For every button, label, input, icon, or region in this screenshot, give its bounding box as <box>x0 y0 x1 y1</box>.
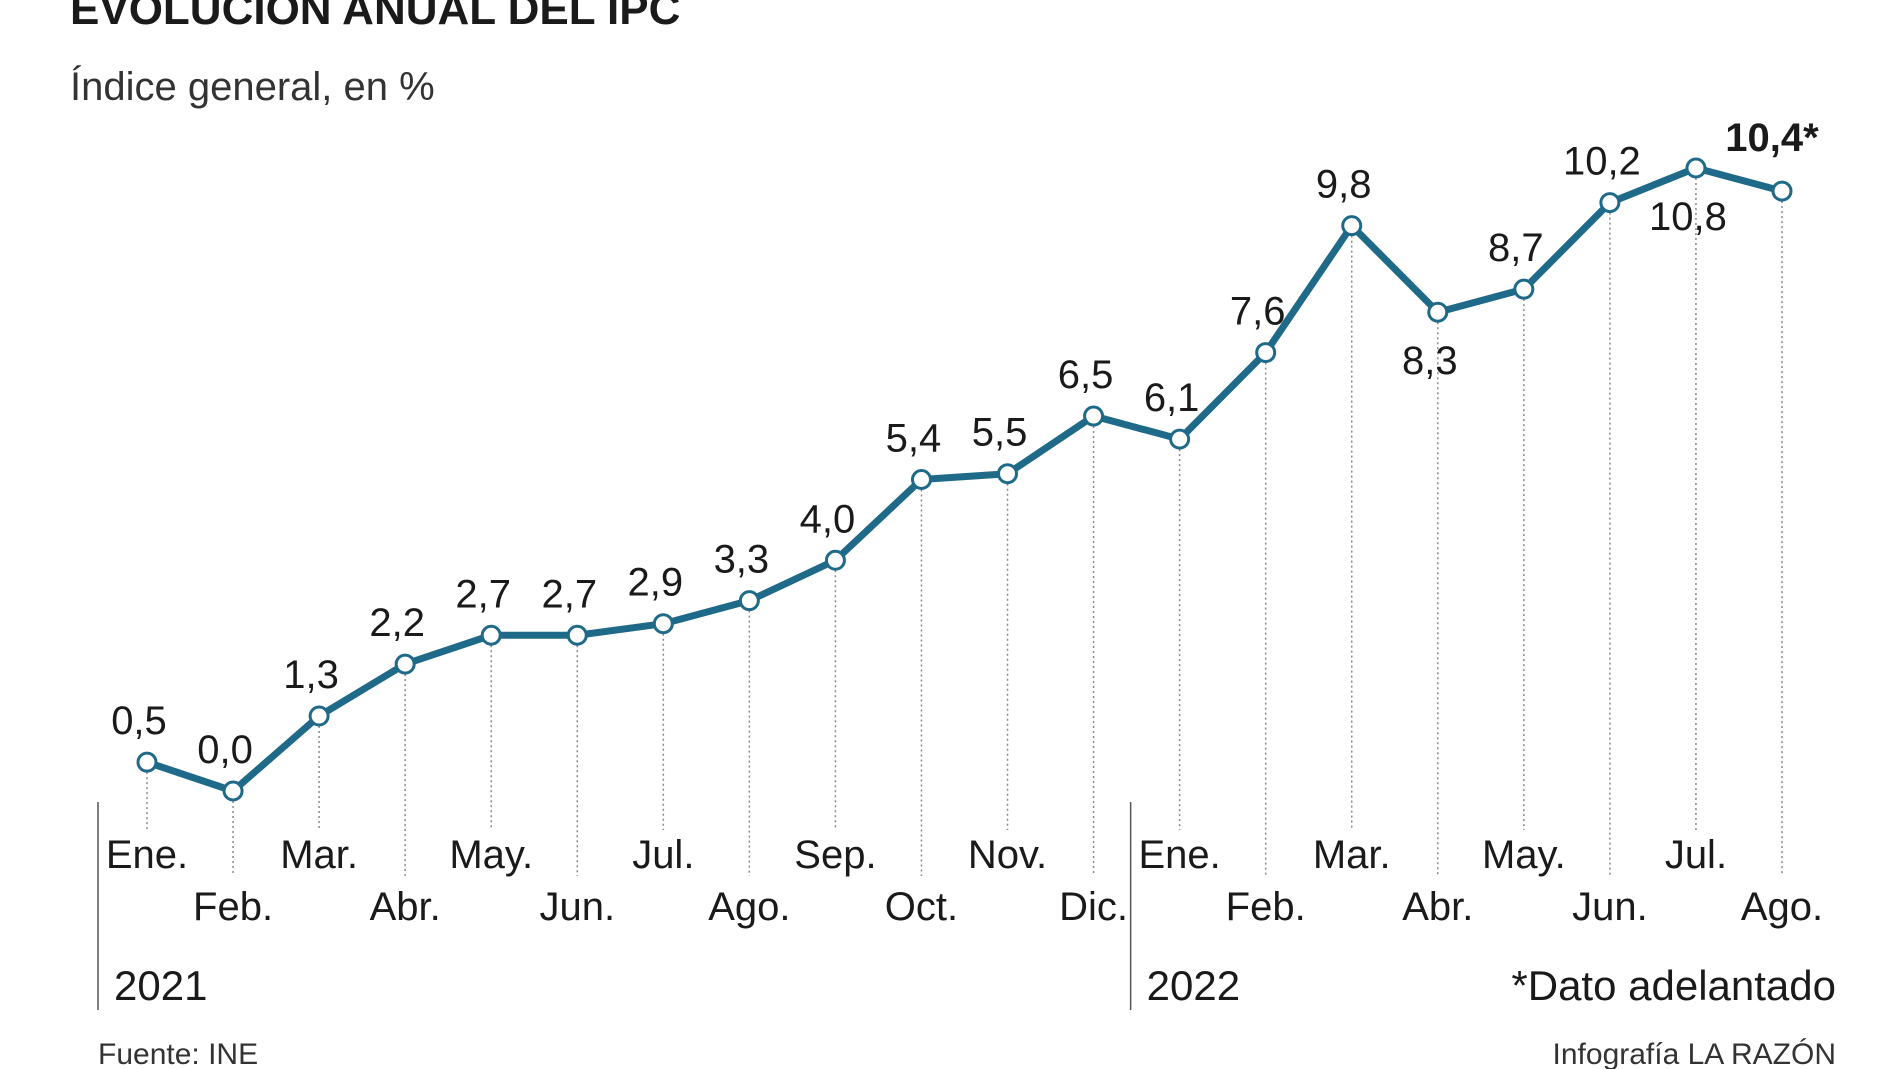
x-tick-label: Ago. <box>708 885 790 929</box>
x-tick-label: Jul. <box>632 833 694 877</box>
x-tick-label: Mar. <box>280 833 358 877</box>
data-label: 8,3 <box>1402 339 1458 383</box>
x-tick-label: May. <box>449 833 533 877</box>
credit: Infografía LA RAZÓN <box>1553 1038 1836 1069</box>
data-label: 2,7 <box>541 572 597 616</box>
data-label: 1,3 <box>283 653 339 697</box>
data-point <box>652 613 674 635</box>
year-label: 2022 <box>1147 962 1240 1009</box>
data-label: 10,4* <box>1725 116 1819 160</box>
x-tick-label: Sep. <box>794 833 876 877</box>
data-label: 10,8 <box>1649 195 1727 239</box>
data-point <box>1513 278 1535 300</box>
x-tick-label: Nov. <box>968 833 1047 877</box>
data-point <box>738 590 760 612</box>
x-tick-label: Jul. <box>1665 833 1727 877</box>
data-label: 7,6 <box>1230 290 1286 334</box>
data-label: 5,5 <box>972 411 1028 455</box>
data-label: 0,0 <box>197 728 253 772</box>
data-point <box>1685 157 1707 179</box>
x-tick-label: Jun. <box>1572 885 1648 929</box>
x-tick-label: Oct. <box>885 885 958 929</box>
chart-subtitle: Índice general, en % <box>70 64 435 109</box>
data-point <box>1255 342 1277 364</box>
x-tick-label: Abr. <box>370 885 441 929</box>
data-point <box>566 624 588 646</box>
data-label: 5,4 <box>886 417 942 461</box>
x-tick-label: Ene. <box>106 833 188 877</box>
x-tick-label: Ene. <box>1138 833 1220 877</box>
series-line <box>145 164 1783 795</box>
x-tick-label: Jun. <box>539 885 615 929</box>
x-tick-label: May. <box>1482 833 1566 877</box>
data-label: 10,2 <box>1563 140 1641 184</box>
data-label: 6,1 <box>1144 376 1200 420</box>
data-label: 4,0 <box>800 497 856 541</box>
data-point <box>136 751 158 773</box>
data-label: 9,8 <box>1316 163 1372 207</box>
data-point <box>480 624 502 646</box>
source: Fuente: INE <box>98 1038 258 1069</box>
data-label: 0,5 <box>111 699 167 743</box>
data-label: 2,2 <box>369 601 425 645</box>
x-tick-label: Abr. <box>1402 885 1473 929</box>
data-label: 2,9 <box>628 561 684 605</box>
x-tick-label: Dic. <box>1059 885 1128 929</box>
data-point <box>1771 180 1793 202</box>
data-point <box>1169 428 1191 450</box>
data-point <box>1427 301 1449 323</box>
data-point <box>394 653 416 675</box>
data-label: 6,5 <box>1058 353 1114 397</box>
chart-title: EVOLUCIÓN ANUAL DEL IPC <box>70 0 680 34</box>
data-point <box>222 780 244 802</box>
note: *Dato adelantado <box>1511 962 1836 1009</box>
year-label: 2021 <box>114 962 207 1009</box>
data-point <box>308 705 330 727</box>
x-tick-label: Mar. <box>1313 833 1391 877</box>
data-label: 3,3 <box>714 538 770 582</box>
data-point <box>910 469 932 490</box>
x-tick-label: Feb. <box>193 885 273 929</box>
data-point <box>1599 192 1621 214</box>
data-label: 2,7 <box>455 572 511 616</box>
data-point <box>824 549 846 571</box>
data-label: 8,7 <box>1488 226 1544 270</box>
data-point <box>1341 215 1363 237</box>
x-tick-label: Ago. <box>1741 885 1823 929</box>
data-point <box>997 463 1019 485</box>
data-point <box>1083 405 1105 427</box>
x-tick-label: Feb. <box>1226 885 1306 929</box>
